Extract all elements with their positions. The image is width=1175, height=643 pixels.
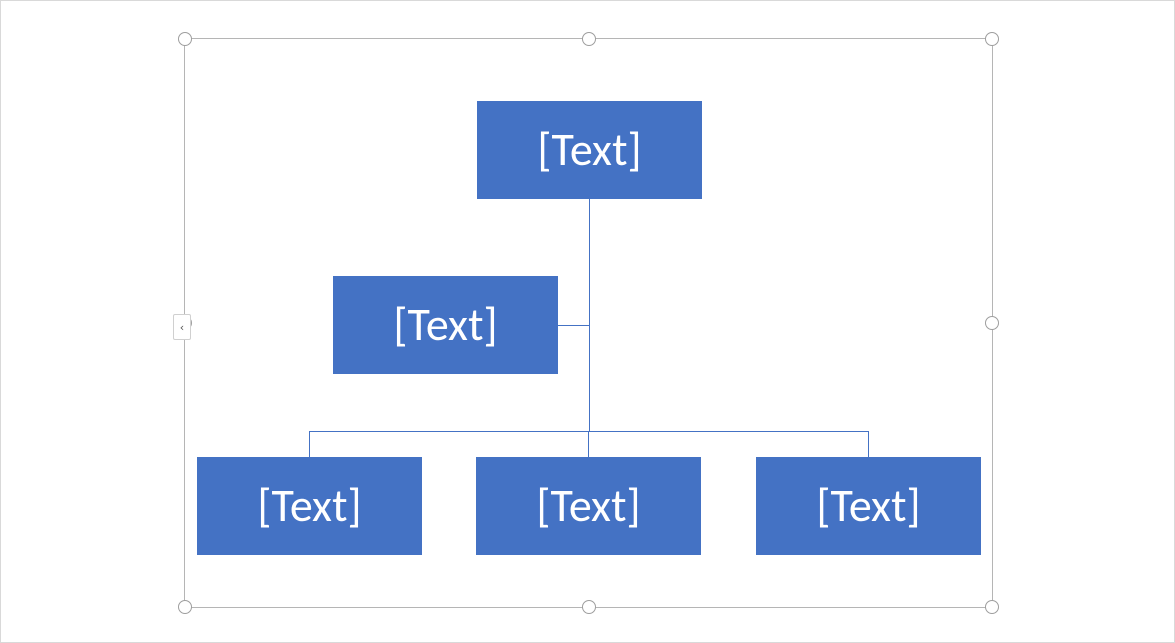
text-pane-toggle-button[interactable]: ‹ — [173, 314, 191, 340]
org-node-label: [Text] — [393, 297, 497, 353]
resize-handle-s[interactable] — [582, 600, 596, 614]
connector-assistant-horizontal — [558, 325, 589, 326]
org-node-label: [Text] — [816, 478, 920, 534]
org-node-child-2[interactable]: [Text] — [476, 457, 701, 555]
org-node-root[interactable]: [Text] — [477, 101, 702, 199]
connector-root-vertical — [589, 199, 590, 431]
resize-handle-ne[interactable] — [985, 32, 999, 46]
resize-handle-e[interactable] — [985, 316, 999, 330]
connector-child3-drop — [868, 431, 869, 457]
resize-handle-nw[interactable] — [178, 32, 192, 46]
org-node-label: [Text] — [536, 478, 640, 534]
org-node-child-3[interactable]: [Text] — [756, 457, 981, 555]
org-node-child-1[interactable]: [Text] — [197, 457, 422, 555]
resize-handle-se[interactable] — [985, 600, 999, 614]
editor-canvas[interactable]: ‹ [Text] [Text] [Text] [Text] [Text] — [0, 0, 1175, 643]
connector-child1-drop — [309, 431, 310, 457]
chevron-left-icon: ‹ — [179, 321, 186, 334]
resize-handle-sw[interactable] — [178, 600, 192, 614]
org-node-assistant[interactable]: [Text] — [333, 276, 558, 374]
org-node-label: [Text] — [257, 478, 361, 534]
resize-handle-n[interactable] — [582, 32, 596, 46]
org-node-label: [Text] — [537, 122, 641, 178]
connector-child2-drop — [588, 431, 589, 457]
